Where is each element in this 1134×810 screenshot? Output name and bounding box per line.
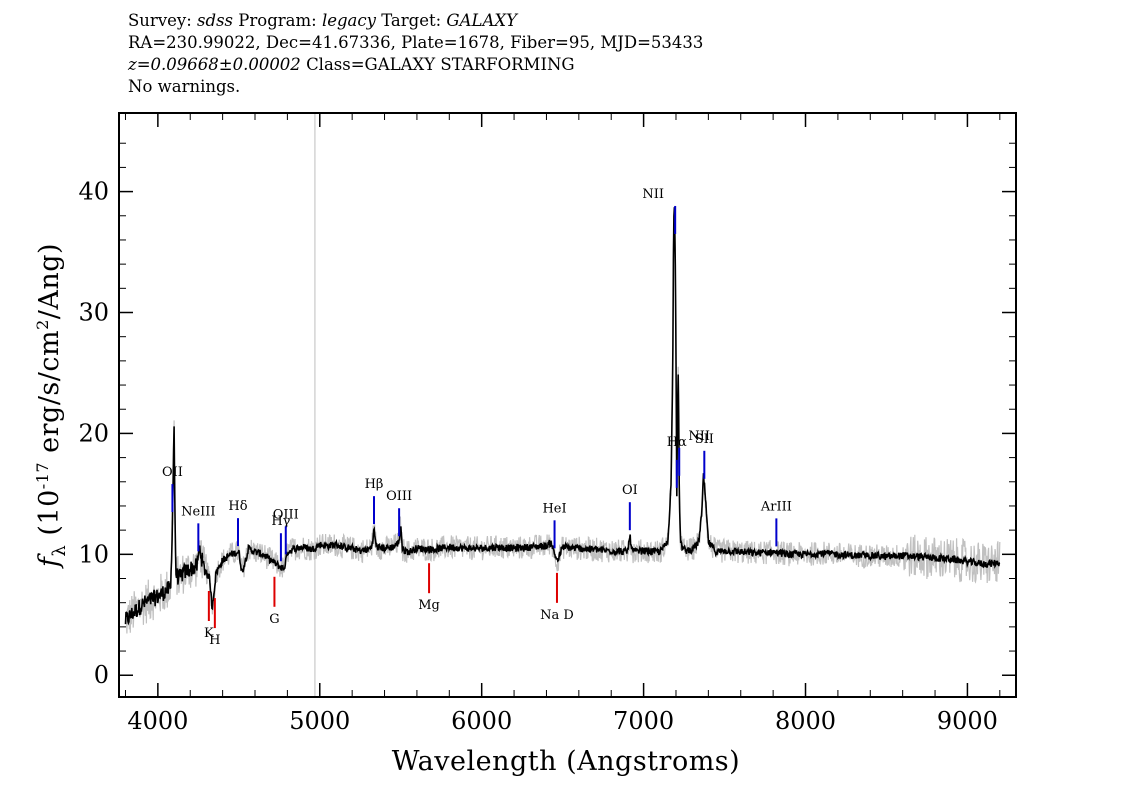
emission-label-11: NII: [688, 429, 710, 444]
header-line-redshift: z=0.09668±0.00002 Class=GALAXY STARFORMI…: [128, 54, 1028, 76]
redshift-value: z=0.09668±0.00002: [128, 55, 301, 74]
y-tick-label-0: 0: [94, 661, 109, 689]
galaxy-spectrum-line: [124, 207, 1001, 626]
header-line-coordinates: RA=230.99022, Dec=41.67336, Plate=1678, …: [128, 33, 704, 52]
emission-label-5: Hβ: [365, 477, 384, 492]
header-line-survey: Survey: sdss Program: legacy Target: GAL…: [128, 10, 1028, 32]
x-tick-label-4: 8000: [775, 707, 836, 735]
emission-label-0: OII: [162, 465, 183, 480]
y-tick-label-4: 40: [78, 178, 109, 206]
emission-label-9: NII: [642, 187, 664, 202]
emission-label-12: SII: [695, 432, 714, 447]
y-tick-label-2: 20: [78, 419, 109, 447]
x-tick-label-2: 6000: [451, 707, 512, 735]
x-tick-label-3: 7000: [613, 707, 674, 735]
emission-label-7: HeI: [542, 501, 566, 516]
program-label: Program:: [238, 11, 317, 30]
emission-label-1: NeIII: [181, 504, 215, 519]
emission-label-6: OIII: [386, 489, 412, 504]
plot-frame: [118, 112, 1017, 698]
survey-value: sdss: [197, 11, 234, 30]
absorption-label-3: Mg: [418, 598, 440, 613]
emission-label-2: Hδ: [228, 499, 247, 514]
header-line-warnings: No warnings.: [128, 77, 241, 96]
x-tick-label-0: 4000: [127, 707, 188, 735]
emission-label-4: OIII: [273, 507, 299, 522]
emission-label-8: OI: [622, 483, 638, 498]
x-tick-label-1: 5000: [289, 707, 350, 735]
absorption-label-1: H: [209, 633, 220, 648]
noise-spectrum-line: [125, 214, 1001, 634]
survey-label: Survey:: [128, 11, 192, 30]
x-axis-title: Wavelength (Angstroms): [392, 746, 740, 777]
emission-label-10: Hα: [667, 435, 687, 450]
absorption-label-4: Na D: [540, 608, 574, 623]
class-value: Class=GALAXY STARFORMING: [306, 55, 575, 74]
x-tick-label-5: 9000: [937, 707, 998, 735]
y-axis-title: fλ (10-17 erg/s/cm2/Ang): [33, 243, 70, 569]
noise-layer: [125, 214, 1001, 634]
target-value: GALAXY: [446, 11, 518, 30]
y-axis-title-text: fλ (10-17 erg/s/cm2/Ang): [33, 243, 70, 569]
target-label: Target:: [381, 11, 442, 30]
absorption-label-2: G: [269, 612, 279, 627]
spectrum-layer: [124, 207, 1001, 626]
y-tick-label-1: 10: [78, 540, 109, 568]
axes-layer: 4000 5000 6000 7000 8000 9000 0 10 20 30 40: [78, 112, 1017, 735]
program-value: legacy: [321, 11, 376, 30]
emission-label-13: ArIII: [760, 499, 792, 514]
spectrum-header: Survey: sdss Program: legacy Target: GAL…: [128, 10, 1028, 98]
absorption-label-0: K: [204, 626, 214, 641]
emission-label-3: Hγ: [271, 514, 290, 529]
y-tick-label-3: 30: [78, 299, 109, 327]
